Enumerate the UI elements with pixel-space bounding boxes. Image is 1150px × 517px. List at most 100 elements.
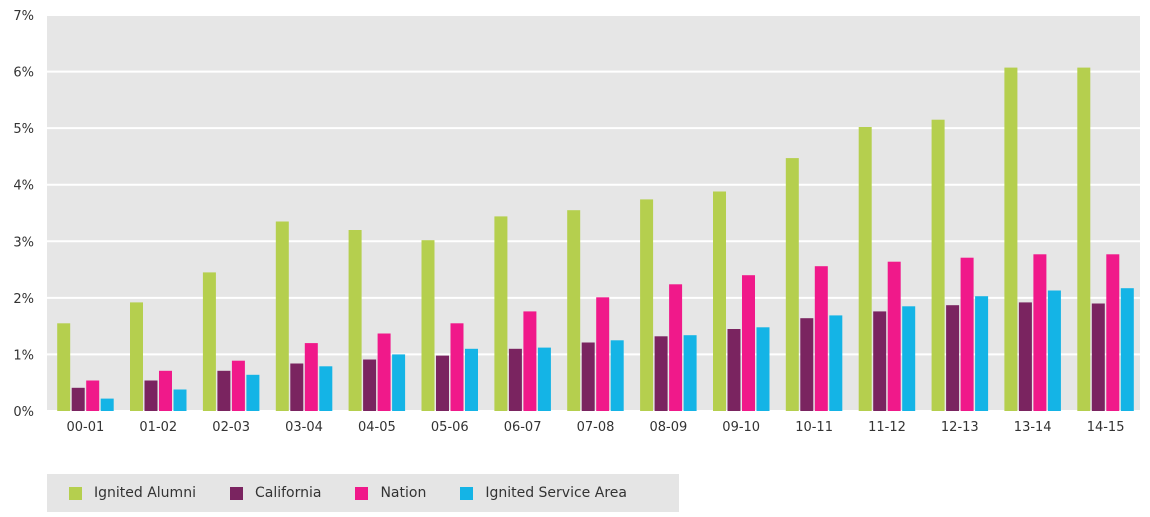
y-tick-label: 4% <box>13 179 34 194</box>
y-tick-label: 0% <box>13 405 34 420</box>
bar-nation-11-12 <box>887 261 901 411</box>
x-tick-label: 07-08 <box>577 420 615 435</box>
legend-item: Ignited Service Area <box>460 485 627 501</box>
bar-ignited-service-area-09-10 <box>756 327 770 411</box>
y-tick-labels: 0% 1% 2% 3% 4% 5% 6% 7% <box>13 9 34 420</box>
bar-nation-06-07 <box>523 311 537 411</box>
bar-nation-08-09 <box>669 284 683 411</box>
x-tick-label: 09-10 <box>722 420 760 435</box>
y-tick-label: 1% <box>13 348 34 363</box>
bar-california-04-05 <box>363 359 377 411</box>
x-tick-label: 03-04 <box>285 420 323 435</box>
y-tick-label: 2% <box>13 292 34 307</box>
x-tick-label: 08-09 <box>650 420 688 435</box>
bar-ignited-service-area-04-05 <box>392 354 406 411</box>
bar-nation-05-06 <box>450 323 464 411</box>
bar-ignited-service-area-00-01 <box>100 398 114 411</box>
bar-ignited-alumni-00-01 <box>57 323 71 411</box>
bar-california-03-04 <box>290 363 304 411</box>
x-tick-label: 02-03 <box>212 420 250 435</box>
bar-ignited-service-area-07-08 <box>610 340 624 411</box>
bar-california-02-03 <box>217 370 231 411</box>
bars <box>57 67 1134 411</box>
bar-ignited-alumni-09-10 <box>713 191 726 411</box>
bar-ignited-service-area-12-13 <box>975 296 989 411</box>
legend-label: Nation <box>380 485 427 501</box>
bar-nation-00-01 <box>86 380 100 411</box>
bar-nation-10-11 <box>814 266 828 411</box>
bar-ignited-alumni-06-07 <box>494 216 508 411</box>
bar-california-06-07 <box>508 348 522 411</box>
bar-california-10-11 <box>800 318 814 411</box>
legend-swatch <box>229 486 243 500</box>
x-tick-label: 12-13 <box>941 420 979 435</box>
bar-ignited-service-area-06-07 <box>537 347 551 411</box>
legend-item: Nation <box>355 485 426 501</box>
x-tick-label: 06-07 <box>504 420 542 435</box>
y-tick-label: 3% <box>13 235 34 250</box>
x-tick-label: 00-01 <box>67 420 105 435</box>
bar-california-01-02 <box>144 380 158 411</box>
bar-california-13-14 <box>1018 302 1032 411</box>
bar-nation-04-05 <box>377 333 391 411</box>
bar-california-12-13 <box>946 305 960 411</box>
bar-ignited-alumni-14-15 <box>1077 67 1091 411</box>
bar-nation-01-02 <box>159 370 172 411</box>
bar-ignited-service-area-03-04 <box>319 366 333 411</box>
bar-nation-07-08 <box>596 297 610 411</box>
bar-ignited-service-area-08-09 <box>683 335 697 411</box>
x-tick-label: 11-12 <box>868 420 906 435</box>
bar-california-05-06 <box>436 355 449 411</box>
legend-swatch <box>460 486 474 500</box>
bar-ignited-service-area-10-11 <box>829 315 843 411</box>
bar-california-09-10 <box>727 329 741 411</box>
bar-nation-14-15 <box>1106 254 1120 411</box>
bar-ignited-alumni-04-05 <box>348 230 362 411</box>
bar-ignited-alumni-08-09 <box>640 199 654 411</box>
x-tick-labels: 00-01 01-02 02-03 03-04 04-05 05-06 06-07 07-08… <box>67 420 1125 435</box>
bar-ignited-service-area-05-06 <box>465 348 478 411</box>
bar-california-14-15 <box>1091 303 1105 411</box>
bar-ignited-alumni-07-08 <box>567 210 581 411</box>
legend-swatch <box>355 486 369 500</box>
bar-nation-13-14 <box>1033 254 1047 411</box>
bar-ignited-alumni-13-14 <box>1004 67 1018 411</box>
bar-ignited-alumni-02-03 <box>202 272 216 411</box>
x-tick-label: 13-14 <box>1014 420 1052 435</box>
bar-ignited-service-area-14-15 <box>1120 288 1134 411</box>
bar-ignited-service-area-13-14 <box>1047 290 1061 411</box>
bar-ignited-alumni-01-02 <box>130 302 143 411</box>
bar-california-11-12 <box>873 311 887 411</box>
bar-ignited-alumni-12-13 <box>931 119 945 411</box>
legend-label: Ignited Alumni <box>94 485 196 501</box>
y-tick-label: 6% <box>13 66 34 81</box>
y-tick-label: 7% <box>13 9 34 24</box>
bar-chart: 0% 1% 2% 3% 4% 5% 6% 7% 00-01 01-02 02-03 03-04 04-… <box>13 9 1140 435</box>
bar-ignited-service-area-01-02 <box>173 389 187 411</box>
x-tick-label: 04-05 <box>358 420 396 435</box>
x-tick-label: 01-02 <box>139 420 177 435</box>
bar-ignited-alumni-05-06 <box>421 240 435 411</box>
bar-nation-02-03 <box>231 360 245 411</box>
bar-california-00-01 <box>71 387 85 411</box>
x-tick-label: 10-11 <box>795 420 833 435</box>
bar-california-07-08 <box>581 342 595 411</box>
bar-ignited-alumni-10-11 <box>785 158 799 411</box>
bar-ignited-service-area-11-12 <box>902 306 916 411</box>
legend: Ignited Alumni California Nation Ignited Se… <box>47 474 679 512</box>
x-tick-label: 14-15 <box>1087 420 1125 435</box>
bar-ignited-service-area-02-03 <box>246 374 260 411</box>
bar-nation-12-13 <box>960 257 974 411</box>
x-tick-label: 05-06 <box>431 420 469 435</box>
legend-item: Ignited Alumni <box>69 485 196 501</box>
legend-swatch <box>69 486 82 500</box>
legend-item: California <box>229 485 321 501</box>
bar-california-08-09 <box>654 336 668 411</box>
bar-ignited-alumni-11-12 <box>858 127 872 411</box>
bar-nation-03-04 <box>304 343 318 411</box>
bar-nation-09-10 <box>742 275 755 411</box>
legend-label: Ignited Service Area <box>485 485 627 501</box>
y-tick-label: 5% <box>13 122 34 137</box>
bar-ignited-alumni-03-04 <box>275 221 289 411</box>
